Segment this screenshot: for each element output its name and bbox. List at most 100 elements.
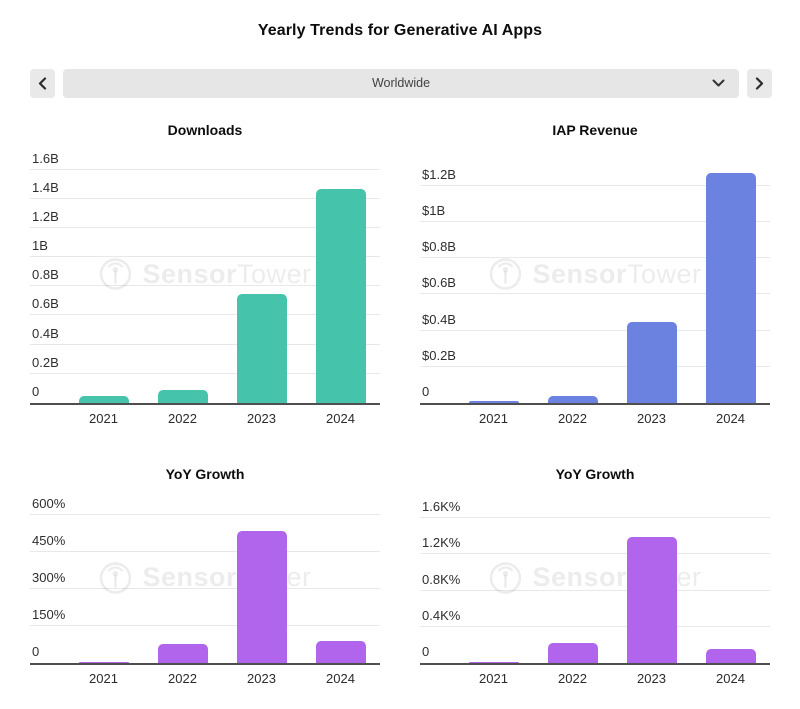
x-tick-label: 2022 xyxy=(168,671,197,686)
bar-2021 xyxy=(468,661,519,663)
bar-2024 xyxy=(315,188,366,403)
sensor-tower-watermark: SensorTower xyxy=(488,257,701,291)
y-tick-label: 1.2K% xyxy=(422,535,461,551)
y-tick-label: $0.8B xyxy=(422,239,456,255)
y-tick-label: $1B xyxy=(422,202,446,218)
prev-region-button[interactable] xyxy=(30,68,55,98)
gridline xyxy=(30,226,380,228)
gridline xyxy=(420,625,770,627)
x-tick-label: 2021 xyxy=(89,411,118,426)
chart-iap-revenue: IAP Revenue $1.2B $1B $0.8B $0.6B $0.4B $0.2B… xyxy=(420,122,770,426)
gridline xyxy=(30,587,380,589)
y-tick-label: 0.4B xyxy=(32,325,59,341)
chevron-left-icon xyxy=(38,76,47,90)
watermark-brand-second: Tower xyxy=(627,258,702,289)
gridline xyxy=(420,517,770,519)
gridline xyxy=(30,372,380,374)
x-tick-label: 2023 xyxy=(637,671,666,686)
gridline xyxy=(30,285,380,287)
x-tick-label: 2024 xyxy=(326,411,355,426)
y-tick-label: 0.2B xyxy=(32,354,59,370)
bar-2022 xyxy=(157,644,208,663)
bar-2022 xyxy=(157,389,208,403)
region-dropdown[interactable]: Worldwide xyxy=(63,68,739,98)
y-tick-label: 0 xyxy=(32,644,40,659)
x-tick-label: 2021 xyxy=(479,411,508,426)
page-title: Yearly Trends for Generative AI Apps xyxy=(257,22,543,39)
y-tick-label: 150% xyxy=(32,606,66,622)
chart-title: YoY Growth xyxy=(165,466,245,482)
bar-2024 xyxy=(315,641,366,663)
y-tick-label: $1.2B xyxy=(422,166,456,182)
gridline xyxy=(30,550,380,552)
y-tick-label: 0.6B xyxy=(32,296,59,312)
chart-downloads-yoy-growth: YoY Growth 600%450%300%150%0SensorTower … xyxy=(30,466,380,686)
gridline xyxy=(30,314,380,316)
y-tick-label: 0 xyxy=(32,384,40,399)
y-tick-label: 1.6B xyxy=(32,150,59,166)
x-tick-label: 2023 xyxy=(247,671,276,686)
x-tick-label: 2023 xyxy=(247,411,276,426)
y-tick-label: $0.4B xyxy=(422,311,456,327)
y-tick-label: 0.8K% xyxy=(422,571,461,587)
chevron-down-icon xyxy=(712,79,725,88)
next-region-button[interactable] xyxy=(747,68,772,98)
gridline xyxy=(30,168,380,170)
x-tick-label: 2024 xyxy=(716,411,745,426)
gridline xyxy=(420,553,770,555)
x-tick-label: 2021 xyxy=(89,671,118,686)
gridline xyxy=(420,184,770,186)
x-tick-label: 2022 xyxy=(558,411,587,426)
watermark-brand-second: Tower xyxy=(237,258,312,289)
x-tick-label: 2022 xyxy=(168,411,197,426)
chart-title: Downloads xyxy=(167,122,243,138)
bar-2021 xyxy=(468,401,519,403)
bar-2021 xyxy=(78,395,129,403)
y-tick-label: 1B xyxy=(32,238,48,254)
y-tick-label: 1.6K% xyxy=(422,499,461,515)
sensor-tower-logo-icon xyxy=(98,561,132,595)
chart-revenue-yoy-growth: YoY Growth 1.6K%1.2K%0.8K%0.4K%0SensorTo… xyxy=(420,466,770,686)
region-dropdown-value: Worldwide xyxy=(371,76,431,90)
chart-plot: $1.2B $1B $0.8B $0.6B $0.4B $0.2B 0 SensorTower xyxy=(420,155,770,405)
y-tick-label: 0.4K% xyxy=(422,607,461,623)
gridline xyxy=(30,197,380,199)
gridline xyxy=(420,220,770,222)
gridline xyxy=(420,257,770,259)
watermark-brand-first: Sensor xyxy=(532,562,628,593)
charts-grid: Downloads 1.6B 1.4B 1.2B 1B 0.8B 0.6B 0.4B 0.2B… xyxy=(0,122,800,686)
chevron-right-icon xyxy=(755,76,764,90)
chart-x-labels: 2021 2022 2023 2024 xyxy=(420,411,770,426)
x-tick-label: 2024 xyxy=(716,671,745,686)
bar-2023 xyxy=(626,321,677,403)
x-tick-label: 2023 xyxy=(637,411,666,426)
y-tick-label: 1.2B xyxy=(32,208,59,224)
x-tick-label: 2024 xyxy=(326,671,355,686)
watermark-text: SensorTower xyxy=(532,259,701,290)
gridline xyxy=(30,513,380,515)
y-tick-label: 300% xyxy=(32,569,66,585)
chart-downloads: Downloads 1.6B 1.4B 1.2B 1B 0.8B 0.6B 0.4B 0.2B… xyxy=(30,122,380,426)
x-tick-label: 2021 xyxy=(479,671,508,686)
y-tick-label: $0.2B xyxy=(422,347,456,363)
bar-2024 xyxy=(705,649,756,663)
gridline xyxy=(30,624,380,626)
bar-2023 xyxy=(236,293,287,403)
bar-2023 xyxy=(626,537,677,663)
gridline xyxy=(420,589,770,591)
bar-2021 xyxy=(78,661,129,663)
region-selector-row: Worldwide xyxy=(0,68,800,98)
sensor-tower-logo-icon xyxy=(488,257,522,291)
chart-x-labels: 2021 2022 2023 2024 xyxy=(30,411,380,426)
bar-2023 xyxy=(236,530,287,663)
chart-plot: 1.6B 1.4B 1.2B 1B 0.8B 0.6B 0.4B 0.2B 0 SensorTow… xyxy=(30,151,380,405)
y-tick-label: 450% xyxy=(32,532,66,548)
y-tick-label: 0 xyxy=(422,384,430,399)
y-tick-label: 0 xyxy=(422,644,430,659)
gridline xyxy=(30,256,380,258)
gridline xyxy=(420,293,770,295)
chart-title: YoY Growth xyxy=(555,466,635,482)
gridline xyxy=(420,329,770,331)
